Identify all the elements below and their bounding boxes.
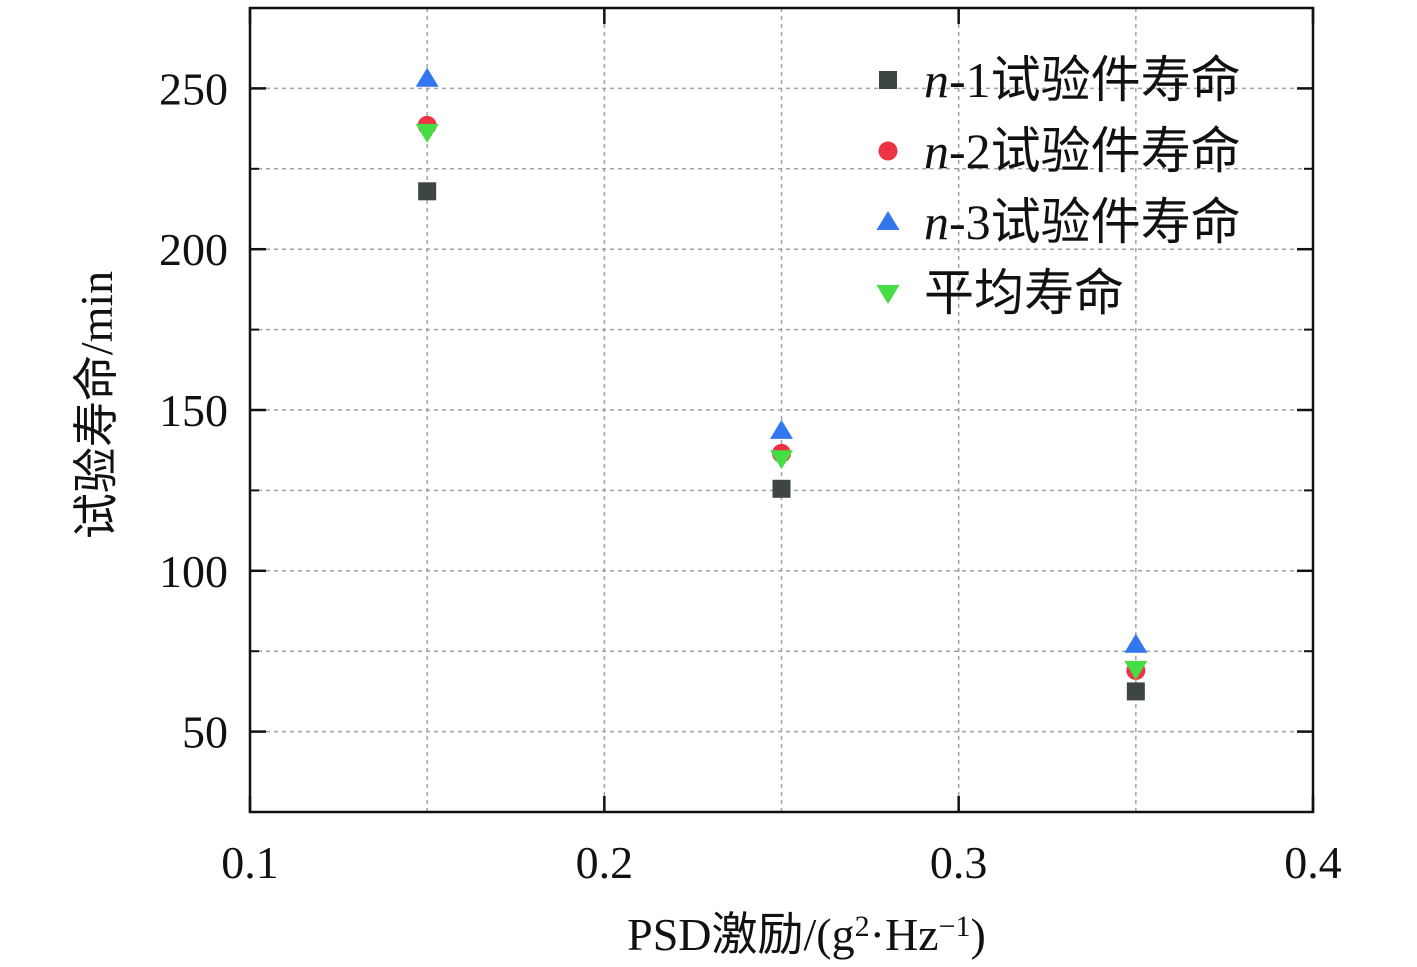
- x-tick-label: 0.4: [1284, 837, 1342, 888]
- data-point: [415, 67, 439, 87]
- legend-label: n-3试验件寿命: [924, 194, 1241, 250]
- legend-label: n-2试验件寿命: [924, 123, 1241, 179]
- y-tick-label: 100: [159, 546, 228, 597]
- data-point: [1124, 633, 1148, 653]
- legend-entry: n-1试验件寿命: [879, 52, 1241, 108]
- legend-label: n-1试验件寿命: [924, 52, 1241, 108]
- data-point: [770, 450, 793, 470]
- legend-marker: [878, 141, 898, 161]
- y-tick-label: 150: [159, 385, 228, 436]
- data-point: [418, 182, 437, 201]
- y-axis-title: 试验寿命/min: [71, 271, 122, 539]
- series-1: [418, 182, 1145, 701]
- y-tick-label: 50: [182, 707, 228, 758]
- data-point: [770, 419, 793, 439]
- legend-entry: 平均寿命: [876, 265, 1124, 321]
- x-tick-label: 0.2: [576, 837, 634, 888]
- data-points: [415, 67, 1148, 701]
- x-tick-label: 0.3: [930, 837, 988, 888]
- data-point: [415, 123, 439, 143]
- series-4: [415, 123, 1148, 680]
- x-tick-label: 0.1: [221, 837, 279, 888]
- tick-labels: 50 100 150 200 250 0.1 0.2 0.3 0.4: [159, 63, 1342, 888]
- legend-marker: [879, 71, 897, 89]
- legend-entry: n-2试验件寿命: [878, 123, 1241, 179]
- data-point: [1124, 660, 1148, 680]
- data-point: [772, 479, 791, 498]
- y-tick-label: 250: [159, 63, 228, 114]
- data-point: [1126, 682, 1145, 701]
- y-tick-label: 200: [159, 224, 228, 275]
- legend-entry: n-3试验件寿命: [876, 194, 1241, 250]
- legend-label: 平均寿命: [924, 265, 1124, 321]
- series-3: [415, 67, 1148, 653]
- legend-marker: [876, 211, 900, 230]
- legend-marker: [876, 285, 900, 304]
- axis-ticks: [248, 7, 1315, 813]
- x-axis-title: PSD激励/(g2·Hz−1): [627, 909, 986, 960]
